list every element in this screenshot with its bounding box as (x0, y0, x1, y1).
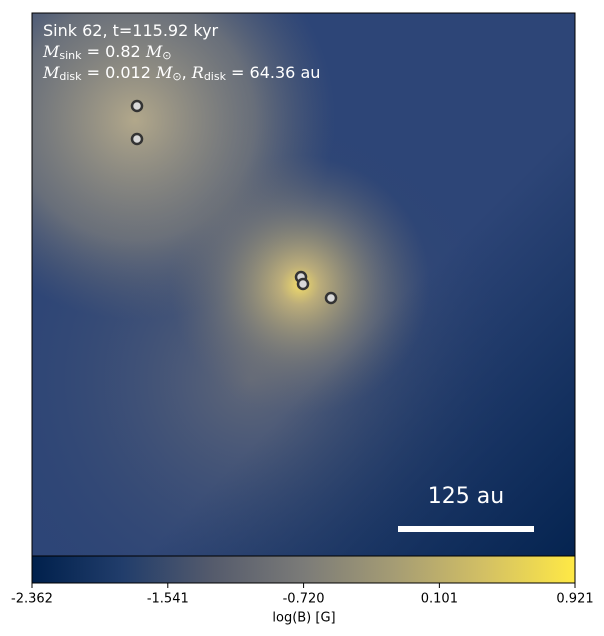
sinks (130, 99, 338, 305)
annotation-part: = 0.82 (82, 42, 146, 61)
sink (130, 132, 144, 146)
annotation-part: ⊙ (172, 70, 181, 83)
colorbar (31, 555, 576, 584)
annotation-part: disk (59, 70, 82, 83)
colorbar-label: log(B) [G] (272, 611, 335, 626)
colorbar-tick-label: -0.720 (283, 592, 325, 607)
annotation-line: Mdisk = 0.012 M⊙, Rdisk = 64.36 au (42, 63, 320, 84)
annotation-part: = 0.012 (82, 63, 156, 82)
annotation-part: M (155, 63, 173, 82)
annotation-part: Sink 62, t=115.92 kyr (43, 21, 219, 40)
annotation-part: M (145, 42, 163, 61)
annotation-part: R (191, 63, 204, 82)
colorbar-tick-label: -2.362 (11, 592, 53, 607)
scale-bar-label: 125 au (428, 484, 504, 509)
annotation-part: , (182, 63, 192, 82)
colorbar-tick-label: 0.101 (421, 592, 458, 607)
annotation-line: Sink 62, t=115.92 kyr (43, 21, 219, 40)
colorbar-tick-label: -1.541 (147, 592, 189, 607)
annotation-line: Msink = 0.82 M⊙ (42, 42, 171, 63)
annotation-part: M (42, 63, 60, 82)
annotation-part: disk (204, 70, 227, 83)
colorbar-tick-label: 0.921 (556, 592, 593, 607)
annotation-part: M (42, 42, 60, 61)
annotation-part: ⊙ (162, 49, 171, 62)
annotation-part: sink (59, 49, 82, 62)
annotation-part: = 64.36 au (226, 63, 320, 82)
sink (296, 277, 310, 291)
sink (130, 99, 144, 113)
colorbar-ticks: -2.362 -1.541 -0.720 0.101 0.921 (11, 583, 594, 607)
sink (324, 291, 338, 305)
